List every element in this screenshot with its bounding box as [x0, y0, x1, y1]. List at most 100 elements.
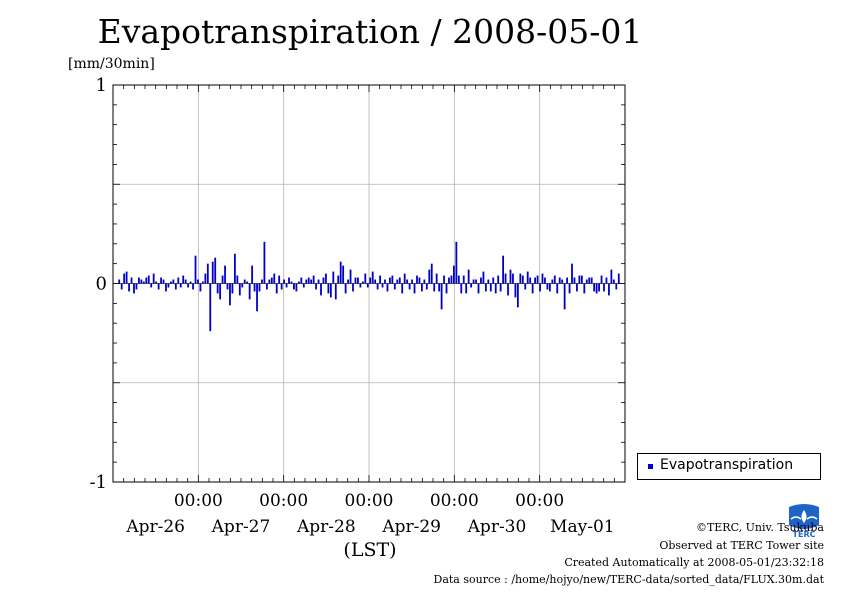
bar: [366, 283, 369, 288]
bar: [561, 279, 564, 284]
bar: [285, 283, 288, 288]
bar: [157, 283, 160, 290]
bar: [192, 283, 194, 290]
bar: [452, 265, 455, 284]
bar: [583, 283, 586, 294]
bar: [125, 271, 128, 284]
bar: [514, 283, 517, 298]
bar: [398, 277, 401, 284]
credit-copyright: ©TERC, Univ. Tsukuba: [695, 521, 824, 534]
bar: [460, 283, 463, 294]
bar: [280, 283, 283, 290]
x-date-label: Apr-26: [125, 517, 185, 537]
bar: [337, 275, 340, 284]
x-axis-label: (LST): [343, 539, 396, 561]
bar: [204, 273, 207, 284]
bar: [211, 261, 214, 284]
bar: [406, 279, 409, 284]
bar: [541, 273, 544, 284]
bar: [288, 277, 290, 284]
bar: [135, 283, 138, 290]
bar: [553, 275, 556, 284]
bar: [361, 281, 364, 284]
bar: [551, 279, 554, 284]
bar: [155, 281, 158, 284]
bar: [295, 283, 298, 292]
bar: [605, 277, 608, 284]
bar: [162, 279, 165, 284]
bar: [302, 283, 305, 288]
bar: [268, 279, 271, 284]
bar: [256, 283, 258, 312]
bar: [455, 241, 458, 284]
bar: [539, 283, 541, 292]
bar: [300, 277, 303, 284]
bar: [224, 265, 226, 284]
bar: [243, 279, 246, 284]
bar: [167, 283, 170, 288]
bar: [315, 283, 317, 290]
bar: [617, 273, 620, 284]
bar: [608, 283, 610, 296]
bar: [221, 275, 224, 284]
bar: [359, 283, 362, 288]
bar: [507, 283, 509, 296]
y-tick-label: 1: [96, 75, 107, 96]
bar: [512, 273, 514, 284]
bar: [248, 283, 251, 300]
legend-swatch: [648, 464, 653, 469]
bar: [428, 269, 431, 284]
bar: [334, 283, 337, 300]
bar: [558, 277, 561, 284]
bar: [482, 271, 485, 284]
bar: [489, 283, 492, 292]
plot-frame: [112, 84, 626, 483]
bar: [393, 283, 396, 290]
bar: [263, 241, 266, 284]
bar: [472, 279, 475, 284]
bar: [548, 283, 551, 292]
x-date-label: Apr-28: [296, 517, 356, 537]
bar: [465, 283, 468, 294]
bar: [275, 283, 278, 294]
bar: [147, 275, 150, 284]
bar: [251, 265, 254, 284]
bar: [241, 283, 244, 288]
bar: [182, 275, 185, 284]
bar: [325, 273, 327, 284]
bar: [521, 275, 524, 284]
bar: [448, 277, 450, 284]
bar: [283, 279, 286, 284]
bar: [502, 255, 505, 284]
bar: [261, 279, 263, 284]
logo-text: TERC: [793, 530, 816, 539]
bar: [556, 283, 559, 294]
bar: [177, 277, 180, 284]
bar: [174, 283, 177, 290]
bar: [573, 277, 576, 284]
bar: [536, 275, 539, 284]
bar: [610, 269, 613, 284]
bar: [580, 275, 583, 284]
bar: [258, 283, 261, 292]
x-tick-time-label: 00:00: [430, 491, 479, 511]
bar: [413, 283, 416, 294]
bar: [568, 283, 571, 294]
bar: [467, 269, 470, 284]
bar: [440, 283, 443, 310]
bar: [421, 283, 423, 292]
bar: [165, 283, 167, 292]
credit-created: Created Automatically at 2008-05-01/23:3…: [564, 556, 824, 569]
x-tick-time-label: 00:00: [345, 491, 394, 511]
bar: [499, 283, 502, 292]
bar: [598, 283, 600, 292]
bar: [603, 283, 605, 292]
x-date-label: May-01: [550, 517, 615, 537]
bar: [600, 275, 603, 284]
bar: [118, 279, 121, 284]
bar: [128, 283, 130, 292]
bar: [408, 283, 411, 290]
bar: [327, 283, 330, 294]
bar: [475, 279, 477, 284]
